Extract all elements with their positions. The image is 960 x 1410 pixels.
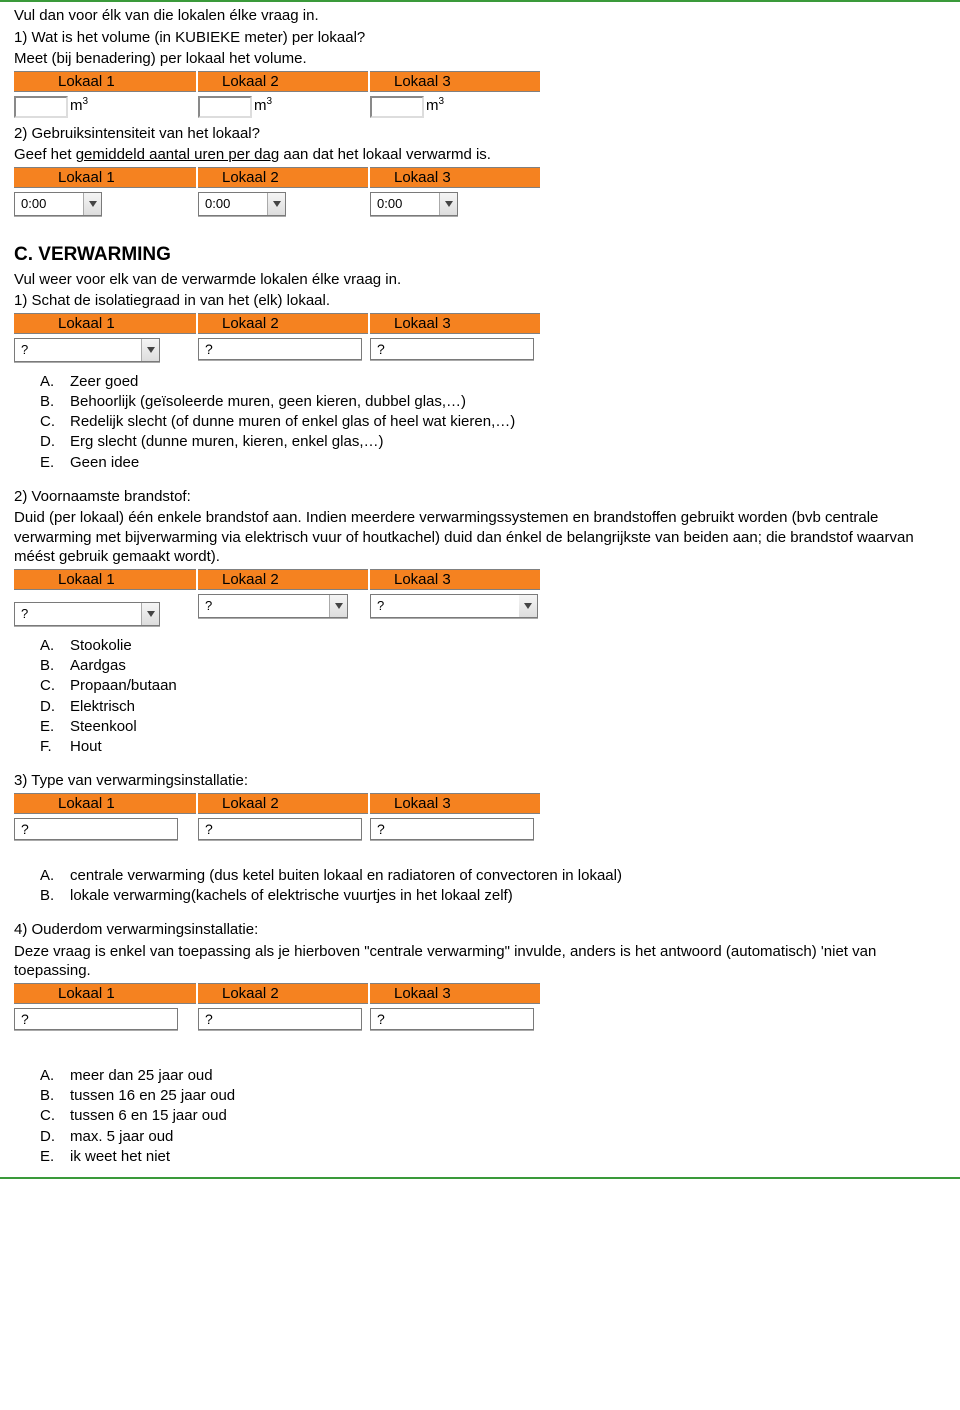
- volume-input-lokaal3[interactable]: [370, 96, 424, 118]
- type-field-lokaal3[interactable]: ?: [370, 818, 534, 840]
- lokaal-header-row-c2: Lokaal 1 Lokaal 2 Lokaal 3: [14, 569, 946, 590]
- type-field-lokaal1[interactable]: ?: [14, 818, 178, 840]
- type-input-row: ? ? ?: [14, 818, 946, 840]
- chevron-down-icon: [439, 193, 457, 215]
- ouderdom-field-lokaal2[interactable]: ?: [198, 1008, 362, 1030]
- chevron-down-icon: [267, 193, 285, 215]
- hours-dropdown-lokaal3[interactable]: 0:00: [370, 192, 458, 216]
- q1-line1: 1) Wat is het volume (in KUBIEKE meter) …: [14, 28, 946, 48]
- brandstof-input-row: ? ? ?: [14, 594, 946, 626]
- lokaal-header-row-c3: Lokaal 1 Lokaal 2 Lokaal 3: [14, 793, 946, 814]
- header-lokaal-2f: Lokaal 2: [198, 983, 368, 1004]
- header-lokaal-2e: Lokaal 2: [198, 793, 368, 814]
- header-lokaal-1c: Lokaal 1: [14, 313, 196, 334]
- brandstof-dropdown-lokaal1[interactable]: ?: [14, 602, 160, 626]
- header-lokaal-1d: Lokaal 1: [14, 569, 196, 590]
- q3-line1: 3) Type van verwarmingsinstallatie:: [14, 771, 946, 791]
- isolatie-field-lokaal3[interactable]: ?: [370, 338, 534, 360]
- header-lokaal-3b: Lokaal 3: [370, 167, 540, 188]
- isolatie-field-lokaal2[interactable]: ?: [198, 338, 362, 360]
- section-c-line1: Vul weer voor elk van de verwarmde lokal…: [14, 270, 946, 290]
- volume-input-lokaal2[interactable]: [198, 96, 252, 118]
- isolatie-options: A.Zeer goed B.Behoorlijk (geïsoleerde mu…: [40, 372, 946, 473]
- header-lokaal-2b: Lokaal 2: [198, 167, 368, 188]
- unit-m3-3: m3: [426, 96, 444, 114]
- ouderdom-field-lokaal1[interactable]: ?: [14, 1008, 178, 1030]
- header-lokaal-2: Lokaal 2: [198, 71, 368, 92]
- lokaal-header-row-q1: Lokaal 1 Lokaal 2 Lokaal 3: [14, 71, 946, 92]
- volume-input-row: m3 m3 m3: [14, 96, 946, 118]
- isolatie-input-row: ? ? ?: [14, 338, 946, 362]
- page-container: Vul dan voor élk van die lokalen élke vr…: [0, 0, 960, 1179]
- header-lokaal-3d: Lokaal 3: [370, 569, 540, 590]
- volume-input-lokaal1[interactable]: [14, 96, 68, 118]
- q2b-line2: Duid (per lokaal) één enkele brandstof a…: [14, 508, 946, 567]
- q2-line2: Geef het gemiddeld aantal uren per dag a…: [14, 145, 946, 165]
- header-lokaal-1e: Lokaal 1: [14, 793, 196, 814]
- brandstof-dropdown-lokaal3[interactable]: ?: [370, 594, 538, 618]
- chevron-down-icon: [519, 595, 537, 617]
- lokaal-header-row-c1: Lokaal 1 Lokaal 2 Lokaal 3: [14, 313, 946, 334]
- intro-line1: Vul dan voor élk van die lokalen élke vr…: [14, 6, 946, 26]
- hours-dropdown-lokaal2[interactable]: 0:00: [198, 192, 286, 216]
- type-options: A.centrale verwarming (dus ketel buiten …: [40, 866, 946, 907]
- section-c-title: C. VERWARMING: [14, 244, 946, 266]
- header-lokaal-3: Lokaal 3: [370, 71, 540, 92]
- hours-dropdown-lokaal1[interactable]: 0:00: [14, 192, 102, 216]
- unit-m3-2: m3: [254, 96, 272, 114]
- ouderdom-field-lokaal3[interactable]: ?: [370, 1008, 534, 1030]
- q1-line2: Meet (bij benadering) per lokaal het vol…: [14, 49, 946, 69]
- chevron-down-icon: [329, 595, 347, 617]
- ouderdom-options: A.meer dan 25 jaar oud B.tussen 16 en 25…: [40, 1066, 946, 1167]
- ouderdom-input-row: ? ? ?: [14, 1008, 946, 1030]
- hours-input-row: 0:00 0:00 0:00: [14, 192, 946, 216]
- header-lokaal-1f: Lokaal 1: [14, 983, 196, 1004]
- header-lokaal-1: Lokaal 1: [14, 71, 196, 92]
- isolatie-dropdown-lokaal1[interactable]: ?: [14, 338, 160, 362]
- q2b-line1: 2) Voornaamste brandstof:: [14, 487, 946, 507]
- section-c-q1: 1) Schat de isolatiegraad in van het (el…: [14, 291, 946, 311]
- q4-line1: 4) Ouderdom verwarmingsinstallatie:: [14, 920, 946, 940]
- lokaal-header-row-c4: Lokaal 1 Lokaal 2 Lokaal 3: [14, 983, 946, 1004]
- header-lokaal-3c: Lokaal 3: [370, 313, 540, 334]
- header-lokaal-1b: Lokaal 1: [14, 167, 196, 188]
- brandstof-options: A.Stookolie B.Aardgas C.Propaan/butaan D…: [40, 636, 946, 758]
- chevron-down-icon: [83, 193, 101, 215]
- q2-line1: 2) Gebruiksintensiteit van het lokaal?: [14, 124, 946, 144]
- unit-m3-1: m3: [70, 96, 88, 114]
- chevron-down-icon: [141, 339, 159, 361]
- q4-line2: Deze vraag is enkel van toepassing als j…: [14, 942, 946, 981]
- header-lokaal-2d: Lokaal 2: [198, 569, 368, 590]
- header-lokaal-3f: Lokaal 3: [370, 983, 540, 1004]
- lokaal-header-row-q2: Lokaal 1 Lokaal 2 Lokaal 3: [14, 167, 946, 188]
- header-lokaal-2c: Lokaal 2: [198, 313, 368, 334]
- type-field-lokaal2[interactable]: ?: [198, 818, 362, 840]
- header-lokaal-3e: Lokaal 3: [370, 793, 540, 814]
- brandstof-dropdown-lokaal2[interactable]: ?: [198, 594, 348, 618]
- chevron-down-icon: [141, 603, 159, 625]
